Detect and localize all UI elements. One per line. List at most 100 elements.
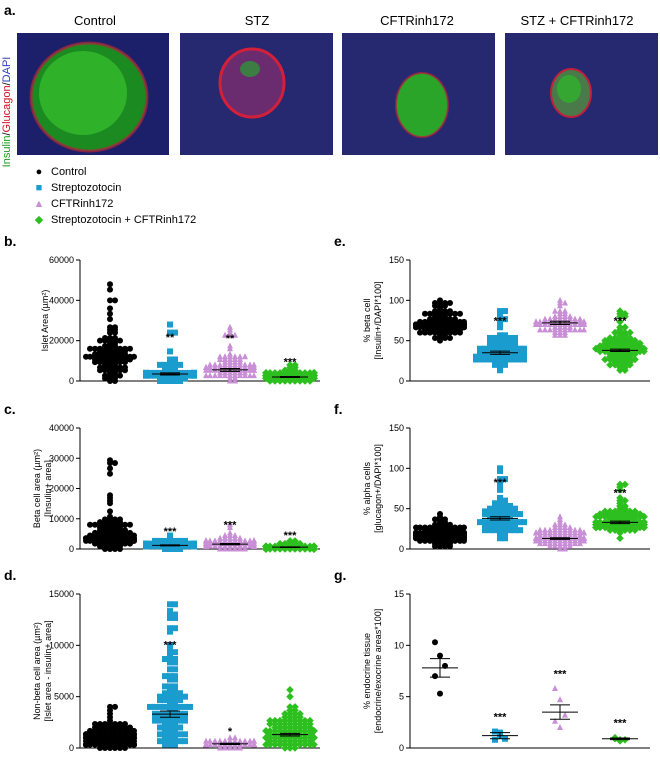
data-point xyxy=(167,367,173,374)
y-tick-label: 0 xyxy=(69,743,74,753)
data-point xyxy=(447,334,453,341)
data-point xyxy=(167,642,173,649)
data-point xyxy=(552,717,558,724)
data-point xyxy=(497,340,503,347)
data-point xyxy=(107,281,113,288)
data-point xyxy=(167,673,173,680)
data-point xyxy=(492,728,498,735)
data-point xyxy=(517,356,523,363)
data-point xyxy=(172,611,178,618)
micrograph-cftrinh172-image xyxy=(342,33,495,155)
significance-label: *** xyxy=(494,477,508,489)
data-point xyxy=(107,324,113,331)
data-point xyxy=(162,697,168,704)
data-point xyxy=(127,356,133,363)
significance-label: *** xyxy=(614,488,628,500)
data-point xyxy=(112,324,118,331)
data-point xyxy=(227,377,233,384)
data-point xyxy=(497,324,503,331)
data-point xyxy=(533,534,539,541)
data-point xyxy=(497,332,503,339)
data-point xyxy=(122,521,128,528)
data-point xyxy=(562,526,568,533)
data-point xyxy=(492,340,498,347)
data-point xyxy=(227,734,233,741)
data-point xyxy=(581,326,587,333)
data-point xyxy=(487,343,493,350)
data-point xyxy=(167,659,173,666)
data-point xyxy=(157,697,163,704)
data-point xyxy=(97,359,103,366)
data-point xyxy=(167,690,173,697)
data-point xyxy=(487,505,493,512)
y-tick-label: 20000 xyxy=(49,336,74,346)
data-point xyxy=(167,645,173,652)
data-point xyxy=(562,323,568,330)
data-point xyxy=(167,724,173,731)
data-point xyxy=(517,345,523,352)
data-point xyxy=(92,540,98,547)
data-point xyxy=(473,356,479,363)
data-point xyxy=(182,537,188,544)
data-point xyxy=(542,532,548,539)
data-point xyxy=(172,741,178,748)
data-point xyxy=(447,540,453,547)
significance-label: *** xyxy=(164,640,178,652)
data-point xyxy=(266,369,274,377)
data-point xyxy=(217,737,223,744)
data-point xyxy=(266,716,274,725)
data-point xyxy=(182,703,188,710)
significance-label: *** xyxy=(494,711,508,723)
data-point xyxy=(167,734,173,741)
data-point xyxy=(107,465,113,472)
data-point xyxy=(502,535,508,542)
y-tick-label: 10000 xyxy=(49,640,74,650)
data-point xyxy=(577,540,583,547)
data-point xyxy=(286,539,294,548)
data-point xyxy=(521,356,527,363)
data-point xyxy=(112,537,118,544)
data-point xyxy=(562,545,568,552)
data-point xyxy=(296,539,304,548)
data-point xyxy=(107,345,113,352)
data-point xyxy=(616,529,624,537)
data-point xyxy=(432,639,438,646)
data-point xyxy=(177,731,183,738)
data-point xyxy=(222,358,228,365)
data-point xyxy=(507,511,513,518)
data-point xyxy=(203,542,209,549)
data-point xyxy=(207,741,213,748)
data-point xyxy=(533,321,539,328)
data-point xyxy=(537,526,543,533)
data-point xyxy=(167,707,173,714)
data-point xyxy=(167,348,173,355)
data-point xyxy=(432,527,438,534)
data-point xyxy=(107,378,113,384)
chart-d: d. 0 5000 10000 15000 Non-beta cell area (µm²… xyxy=(4,567,320,753)
data-point xyxy=(247,741,253,748)
data-point xyxy=(291,371,299,380)
data-point xyxy=(301,727,309,735)
data-point xyxy=(281,366,289,375)
data-point xyxy=(477,351,483,358)
circle-marker-icon: ● xyxy=(35,166,43,178)
data-point xyxy=(457,527,463,534)
data-point xyxy=(172,707,178,714)
data-point xyxy=(251,542,257,549)
data-point xyxy=(167,721,173,728)
data-point xyxy=(552,329,558,336)
micrograph-stz xyxy=(180,33,333,155)
y-tick-label: 0 xyxy=(399,376,404,386)
micrograph-title-control: Control xyxy=(74,13,116,28)
significance-label: ** xyxy=(226,333,235,345)
data-point xyxy=(310,369,318,377)
data-point xyxy=(237,358,243,365)
data-point xyxy=(537,532,543,539)
data-point xyxy=(122,356,128,363)
data-point xyxy=(143,543,149,550)
data-point xyxy=(492,736,498,743)
data-point xyxy=(271,720,279,728)
data-point xyxy=(207,540,213,547)
data-point xyxy=(487,356,493,363)
y-tick-label: 15 xyxy=(394,589,404,599)
